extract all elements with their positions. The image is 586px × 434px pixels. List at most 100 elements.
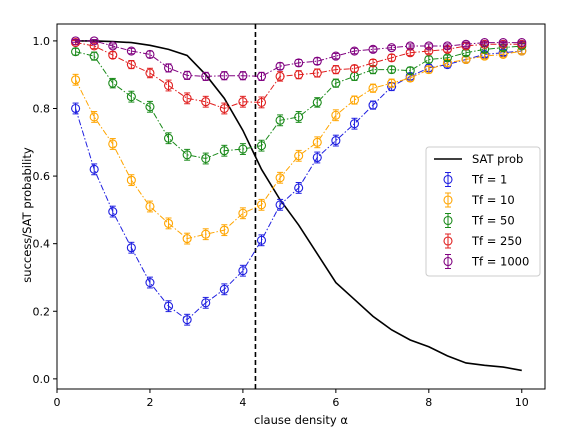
data-point	[312, 152, 322, 163]
legend-entry: Tf = 50	[443, 213, 515, 228]
x-tick-label: 4	[239, 396, 246, 409]
data-point	[238, 144, 248, 154]
data-point	[145, 277, 155, 288]
data-point	[238, 208, 248, 218]
axes: 0 2 4 6 8 10 0.0 0.2 0.4 0.6 0.8 1.0	[33, 23, 546, 409]
data-point	[331, 65, 341, 75]
x-tick-label: 8	[425, 396, 432, 409]
data-point	[126, 46, 136, 56]
data-point	[349, 95, 359, 105]
x-tick-label: 6	[332, 396, 339, 409]
data-point	[108, 78, 118, 88]
data-point	[182, 70, 192, 80]
data-point	[368, 44, 378, 54]
legend-label: Tf = 1000	[471, 255, 529, 269]
legend-label: Tf = 1	[471, 173, 507, 187]
data-point	[182, 234, 192, 244]
data-point	[294, 183, 304, 193]
data-point	[256, 235, 267, 245]
legend-handle	[443, 174, 453, 185]
x-tick-label: 0	[54, 396, 61, 409]
data-point	[312, 137, 322, 147]
legend-entry: Tf = 1000	[443, 254, 529, 269]
data-point	[71, 36, 81, 46]
x-axis-label: clause density α	[254, 413, 348, 427]
series-4	[71, 38, 527, 115]
series-5	[71, 36, 527, 81]
x-tick-label: 2	[146, 396, 153, 409]
y-tick-label: 0.8	[33, 102, 51, 115]
data-point	[387, 53, 397, 63]
data-point	[108, 207, 118, 217]
data-point	[126, 243, 136, 253]
legend-label: Tf = 50	[471, 214, 515, 228]
data-point	[368, 100, 378, 110]
data-point	[71, 75, 81, 85]
legend-handle	[443, 215, 453, 226]
legend-handle	[443, 256, 453, 267]
legend-handle	[443, 236, 453, 246]
data-point	[126, 92, 136, 102]
data-point	[201, 153, 211, 164]
legend-label: Tf = 10	[471, 193, 515, 207]
data-point	[368, 58, 378, 68]
data-point	[256, 97, 267, 107]
data-point	[312, 68, 322, 78]
legend: SAT prob Tf = 1 Tf = 10 Tf = 50 Tf = 250 Tf =…	[425, 146, 541, 277]
data-point	[126, 60, 136, 70]
y-tick-label: 1.0	[33, 35, 51, 48]
data-point	[89, 51, 99, 61]
data-point	[424, 41, 434, 51]
series-3	[71, 41, 527, 165]
data-point	[219, 225, 229, 235]
data-point	[145, 49, 155, 59]
data-point	[219, 103, 229, 114]
data-point	[275, 115, 285, 125]
y-tick-label: 0.0	[33, 373, 51, 386]
data-point	[201, 229, 211, 239]
data-point	[461, 39, 471, 49]
data-point	[331, 78, 341, 88]
data-point	[163, 133, 174, 143]
data-point	[238, 266, 248, 276]
data-point	[182, 150, 192, 160]
data-point	[163, 80, 174, 91]
legend-label: Tf = 250	[471, 234, 522, 248]
data-point	[405, 48, 415, 58]
data-point	[517, 38, 527, 48]
data-point	[201, 298, 211, 308]
data-point	[182, 315, 192, 325]
data-point	[331, 136, 341, 146]
data-point	[145, 102, 155, 112]
data-point	[275, 61, 285, 71]
data-point	[349, 119, 359, 129]
x-tick-label: 10	[515, 396, 529, 409]
data-point	[331, 51, 341, 61]
data-point	[71, 47, 81, 57]
data-point	[368, 83, 378, 93]
data-point	[145, 201, 155, 212]
data-point	[387, 65, 397, 75]
legend-entry: Tf = 1	[443, 172, 507, 187]
data-point	[89, 112, 99, 122]
data-point	[387, 78, 397, 88]
legend-entry: Tf = 10	[443, 192, 515, 208]
data-point	[238, 97, 248, 107]
data-point	[219, 71, 229, 81]
data-point	[275, 71, 285, 81]
data-point	[294, 112, 304, 122]
series-2	[71, 46, 527, 245]
data-point	[275, 200, 285, 210]
data-point	[387, 43, 397, 53]
data-point	[108, 41, 118, 51]
data-point	[480, 38, 490, 48]
data-point	[405, 66, 415, 76]
data-point	[163, 63, 174, 73]
data-point	[294, 151, 304, 161]
data-point	[201, 71, 211, 81]
data-point	[312, 97, 322, 107]
data-point	[442, 41, 452, 51]
data-point	[163, 301, 174, 311]
data-point	[256, 71, 267, 81]
data-point	[312, 56, 322, 66]
